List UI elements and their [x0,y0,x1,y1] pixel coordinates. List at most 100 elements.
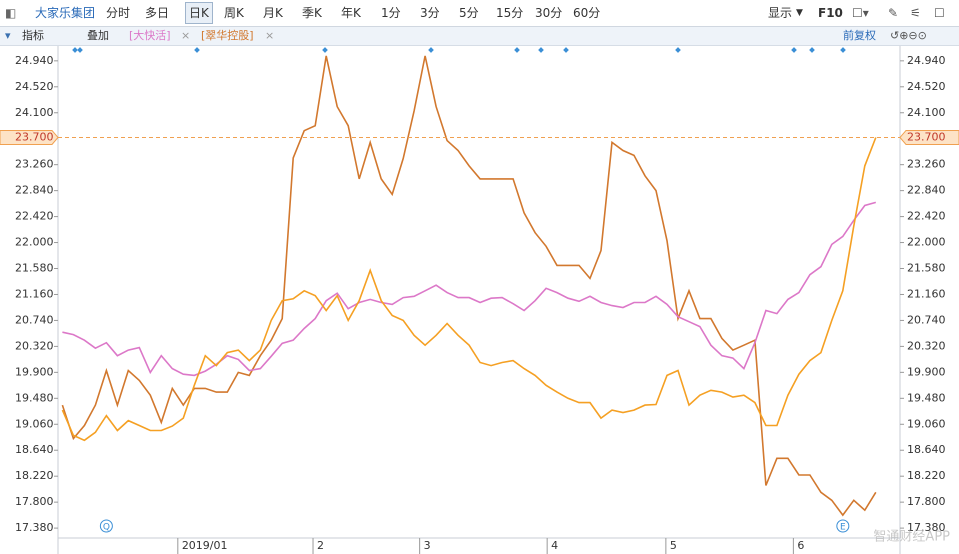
y-tick-label: 19.900 [15,365,54,378]
y-tick-label: 24.100 [907,106,946,119]
y-tick-label: 19.060 [907,417,946,430]
y-tick-label: 24.520 [15,80,54,93]
x-tick-label: 2019/01 [182,539,228,552]
box-menu[interactable]: ☐▾ [852,6,869,20]
y-tick-label: 21.580 [15,262,54,275]
series-line [61,55,877,517]
y-tick-label: 23.260 [907,158,946,171]
y-tick-label: 17.800 [15,495,54,508]
event-label: E [840,523,846,533]
event-dot [77,47,83,53]
x-tick-label: 3 [424,539,431,552]
f10-button[interactable]: F10 [818,6,843,20]
y-tick-label: 19.480 [15,391,54,404]
y-tick-label: 24.940 [15,54,54,67]
y-tick-label: 24.100 [15,106,54,119]
current-price-box [899,129,959,145]
event-dot [809,47,815,53]
legend-entry[interactable]: [大快活] [129,29,171,42]
event-icon [836,519,850,533]
period-tab[interactable]: 月K [263,6,283,20]
indicator-button[interactable]: 指标 [22,29,44,42]
y-tick-label: 22.000 [15,236,54,249]
zoom-controls[interactable]: ↺⊕⊖⊙ [890,29,927,42]
overlay-button[interactable]: 叠加 [87,29,109,42]
panel-icon[interactable]: ◧ [5,6,17,20]
draw-tool[interactable]: ✎ [888,6,899,20]
y-tick-label: 17.380 [15,521,54,534]
y-tick-label: 18.220 [15,469,54,482]
y-tick-label: 20.320 [15,339,54,352]
period-tab[interactable]: 季K [302,6,322,20]
series-line [61,137,877,442]
legend-close[interactable]: × [181,29,191,42]
y-tick-label: 22.420 [15,210,54,223]
event-dot [840,47,846,53]
window-button[interactable]: ☐ [934,6,945,20]
y-tick-label: 22.420 [907,210,946,223]
x-tick-label: 6 [797,539,804,552]
period-tab[interactable]: 日K [185,2,213,24]
y-tick-label: 22.840 [907,184,946,197]
period-tab[interactable]: 1分 [381,6,401,20]
event-dot [538,47,544,53]
y-tick-label: 19.900 [907,365,946,378]
event-dot [322,47,328,53]
y-tick-label: 22.000 [907,236,946,249]
period-tab[interactable]: 30分 [535,6,563,20]
legend-close[interactable]: × [265,29,275,42]
period-tab[interactable]: 周K [224,6,244,20]
y-tick-label: 20.740 [15,313,54,326]
y-tick-label: 18.220 [907,469,946,482]
y-tick-label: 19.480 [907,391,946,404]
event-dot [791,47,797,53]
x-tick-label: 2 [317,539,324,552]
series-line [62,201,877,377]
y-tick-label: 22.840 [15,184,54,197]
adjust-button[interactable]: 前复权 [843,29,876,42]
event-dot [428,47,434,53]
y-tick-label: 20.320 [907,339,946,352]
y-tick-label: 17.800 [907,495,946,508]
period-tab[interactable]: 年K [341,6,361,20]
current-price-label: 23.700 [15,130,54,143]
event-dot [675,47,681,53]
y-tick-label: 21.160 [907,287,946,300]
y-tick-label: 17.380 [907,521,946,534]
y-tick-label: 18.640 [907,443,946,456]
x-tick-label: 5 [670,539,677,552]
period-tab[interactable]: 分时 [106,6,131,20]
watermark: 智通财经APP [873,530,950,545]
event-dot [514,47,520,53]
y-tick-label: 18.640 [15,443,54,456]
period-tab[interactable]: 15分 [496,6,524,20]
y-tick-label: 20.740 [907,313,946,326]
legend-entry[interactable]: [翠华控股] [201,29,254,42]
event-dot [194,47,200,53]
period-tab[interactable]: 3分 [420,6,440,20]
stock-name[interactable]: 大家乐集团 [35,6,96,20]
period-tab[interactable]: 60分 [573,6,601,20]
collapse-icon[interactable]: ▾ [5,29,11,42]
y-tick-label: 23.260 [15,158,54,171]
y-tick-label: 24.520 [907,80,946,93]
current-price-box [0,129,59,145]
event-label: Q [103,523,110,533]
current-price-label: 23.700 [907,130,946,143]
event-icon [99,519,113,533]
y-tick-label: 21.160 [15,287,54,300]
event-dot [72,47,78,53]
toolbar: ◧ 大家乐集团 分时 多日 日K 周K 月K 季K 年K 1分 3分 5分 15分 30分 60分 显示… [0,0,959,27]
y-tick-label: 19.060 [15,417,54,430]
display-menu[interactable]: 显示 [768,6,793,20]
dropdown-arrow[interactable]: ▼ [796,8,803,18]
period-tab[interactable]: 多日 [145,6,170,20]
period-tab[interactable]: 5分 [459,6,479,20]
event-dot [563,47,569,53]
x-tick-label: 4 [551,539,558,552]
sub-toolbar: ▾ 指标 叠加 [大快活] × [翠华控股] × 前复权 ↺⊕⊖⊙ [0,27,959,46]
settings[interactable]: ⚟ [910,6,921,20]
y-tick-label: 21.580 [907,262,946,275]
